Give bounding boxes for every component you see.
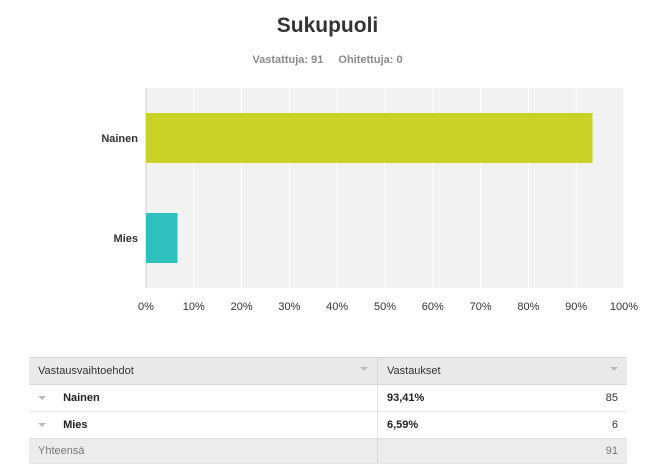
x-tick-label: 60% — [422, 301, 444, 313]
x-tick-label: 40% — [326, 301, 348, 313]
total-count: 91 — [556, 438, 627, 464]
bar-chart: 0% 10% 20% 30% 40% 50% 60% 70% 80% 90% 100% Nainen M… — [101, 88, 638, 313]
x-tick-label: 80% — [517, 301, 539, 313]
row-count: 85 — [556, 384, 627, 412]
answered-count: Vastattuja: 91 — [252, 54, 324, 66]
sort-caret-icon[interactable] — [360, 367, 368, 371]
row-percent: 93,41% — [377, 384, 556, 412]
x-tick-label: 50% — [374, 301, 396, 313]
table-row: Mies 6,59% 6 — [29, 411, 627, 439]
table-total-row: Yhteensä 91 — [29, 438, 627, 464]
row-percent: 6,59% — [377, 411, 556, 439]
row-label: Mies — [63, 419, 88, 431]
expand-caret-icon[interactable] — [38, 396, 46, 401]
table-row: Nainen 93,41% 85 — [29, 384, 627, 412]
x-tick-label: 10% — [183, 301, 205, 313]
header-responses[interactable]: Vastaukset — [377, 357, 627, 385]
row-label: Nainen — [63, 392, 100, 404]
category-label: Nainen — [101, 133, 138, 145]
x-tick-label: 20% — [231, 301, 253, 313]
row-count: 6 — [556, 411, 627, 439]
chart-title: Sukupuoli — [276, 14, 379, 37]
x-tick-label: 30% — [278, 301, 300, 313]
bar — [146, 213, 178, 263]
skipped-count: Ohitettuja: 0 — [338, 54, 403, 66]
table-header-row: Vastausvaihtoehdot Vastaukset — [29, 357, 627, 385]
expand-caret-icon[interactable] — [38, 423, 46, 428]
x-tick-label: 90% — [565, 301, 587, 313]
response-table: Vastausvaihtoehdot Vastaukset Nainen 93,… — [29, 357, 627, 464]
header-choices[interactable]: Vastausvaihtoehdot — [29, 357, 378, 385]
sort-caret-icon[interactable] — [610, 367, 618, 371]
category-label: Mies — [114, 233, 138, 245]
x-tick-label: 0% — [138, 301, 154, 313]
response-stats: Vastattuja: 91 Ohitettuja: 0 — [0, 54, 655, 66]
x-tick-label: 70% — [470, 301, 492, 313]
total-label: Yhteensä — [29, 438, 378, 464]
bar — [146, 113, 593, 163]
x-tick-label: 100% — [610, 301, 638, 313]
